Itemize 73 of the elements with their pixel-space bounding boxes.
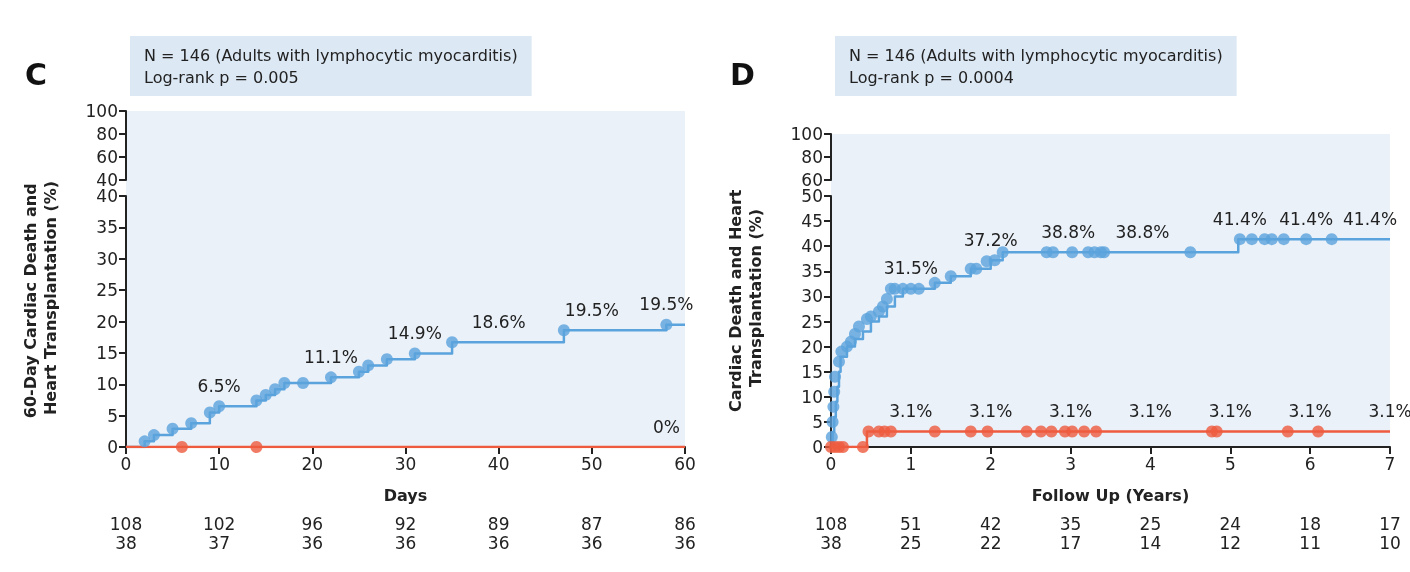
y-tick-label: 100 xyxy=(790,124,823,144)
annotation: 14.9% xyxy=(387,323,442,343)
text: Log-rank p = 0.0004 xyxy=(849,67,1014,87)
y-tick-label: 100 xyxy=(85,101,118,121)
y-tick-label: 30 xyxy=(801,286,823,307)
x-axis-title: Days xyxy=(383,485,428,505)
x-tick-label: 0 xyxy=(825,453,837,474)
annotation: 19.5% xyxy=(639,294,694,315)
y-tick-label: 80 xyxy=(801,147,823,167)
annotation: 3.1% xyxy=(1128,400,1173,421)
x-tick-label: 6 xyxy=(1304,453,1316,474)
x-tick-label: 2 xyxy=(985,453,997,474)
text: N = 146 (Adults with lymphocytic myocarditis) xyxy=(144,45,518,65)
y-tick-label: 20 xyxy=(96,311,118,332)
y-tick-label: 40 xyxy=(801,236,823,257)
y-axis-title: Cardiac Death and Heart Transplantation (%) xyxy=(725,183,765,413)
chart-title: C xyxy=(25,56,48,92)
x-tick-label: 20 xyxy=(301,453,324,474)
x-tick-label: 60 xyxy=(674,453,696,474)
x-tick-label: 40 xyxy=(487,453,510,474)
annotation: 3.1% xyxy=(1208,400,1252,421)
x-tick-label: 30 xyxy=(394,453,417,474)
text: 38 37 36 36 36 36 36 xyxy=(115,532,696,553)
y-tick-label: 25 xyxy=(801,311,823,332)
x-tick-label: 5 xyxy=(1224,453,1236,474)
y-tick-label: 15 xyxy=(96,342,118,363)
y-tick-label: 45 xyxy=(801,211,823,232)
annotation: 3.1% xyxy=(1048,400,1093,421)
y-axis-title: 60-Day Cardiac Death and Heart Transplantation (%) xyxy=(20,177,60,419)
text: 108 102 96 92 89 87 86 xyxy=(109,513,696,534)
text: N = 146 (Adults with lymphocytic myocarditis) xyxy=(849,45,1223,65)
y-tick-label: 60 xyxy=(96,147,118,167)
x-tick-label: 0 xyxy=(120,453,132,474)
x-tick-label: 4 xyxy=(1145,453,1156,474)
chart-title: D xyxy=(730,56,755,92)
y-tick-label: 5 xyxy=(107,405,118,426)
text: 38 25 22 17 14 12 11 10 xyxy=(820,532,1401,553)
y-tick-label: 10 xyxy=(801,386,823,407)
x-tick-label: 10 xyxy=(208,453,230,474)
annotation: 3.1% xyxy=(969,400,1013,421)
text: 108 51 42 35 25 24 18 17 xyxy=(814,513,1401,534)
annotation: 41.4% xyxy=(1212,208,1267,229)
x-tick-label: 3 xyxy=(1065,453,1076,474)
annotation: 31.5% xyxy=(883,258,938,279)
annotation: 41.4% xyxy=(1279,208,1334,229)
annotation: 37.2% xyxy=(963,229,1018,250)
y-tick-label: 80 xyxy=(96,124,118,144)
x-axis-title: Follow Up (Years) xyxy=(1031,485,1190,505)
y-tick-label: 0 xyxy=(107,437,118,457)
annotation: 19.5% xyxy=(564,299,619,320)
annotation: 41.4% xyxy=(1343,208,1398,229)
annotation: 3.1% xyxy=(1288,400,1332,421)
annotation: 0% xyxy=(652,416,680,437)
annotation: 11.1% xyxy=(303,346,358,367)
y-tick-label: 20 xyxy=(801,336,823,357)
y-tick-label: 15 xyxy=(801,361,823,382)
y-tick-label: 5 xyxy=(812,411,823,432)
annotation: 38.8% xyxy=(1041,221,1096,242)
y-tick-label: 30 xyxy=(96,248,118,269)
y-tick-label: 0 xyxy=(812,437,823,457)
annotation: 18.6% xyxy=(471,311,526,332)
annotation: 38.8% xyxy=(1115,221,1170,242)
annotation: 3.1% xyxy=(889,400,933,421)
x-tick-label: 50 xyxy=(581,453,603,474)
y-tick-label: 35 xyxy=(96,217,118,238)
y-tick-label: 10 xyxy=(96,374,118,395)
x-tick-label: 1 xyxy=(905,453,917,474)
text: Log-rank p = 0.005 xyxy=(144,67,299,87)
annotation: 3.1% xyxy=(1368,400,1410,421)
x-tick-label: 7 xyxy=(1384,453,1396,474)
y-tick-label: 35 xyxy=(801,261,823,282)
y-tick-label: 25 xyxy=(96,280,118,301)
annotation: 6.5% xyxy=(197,375,241,396)
